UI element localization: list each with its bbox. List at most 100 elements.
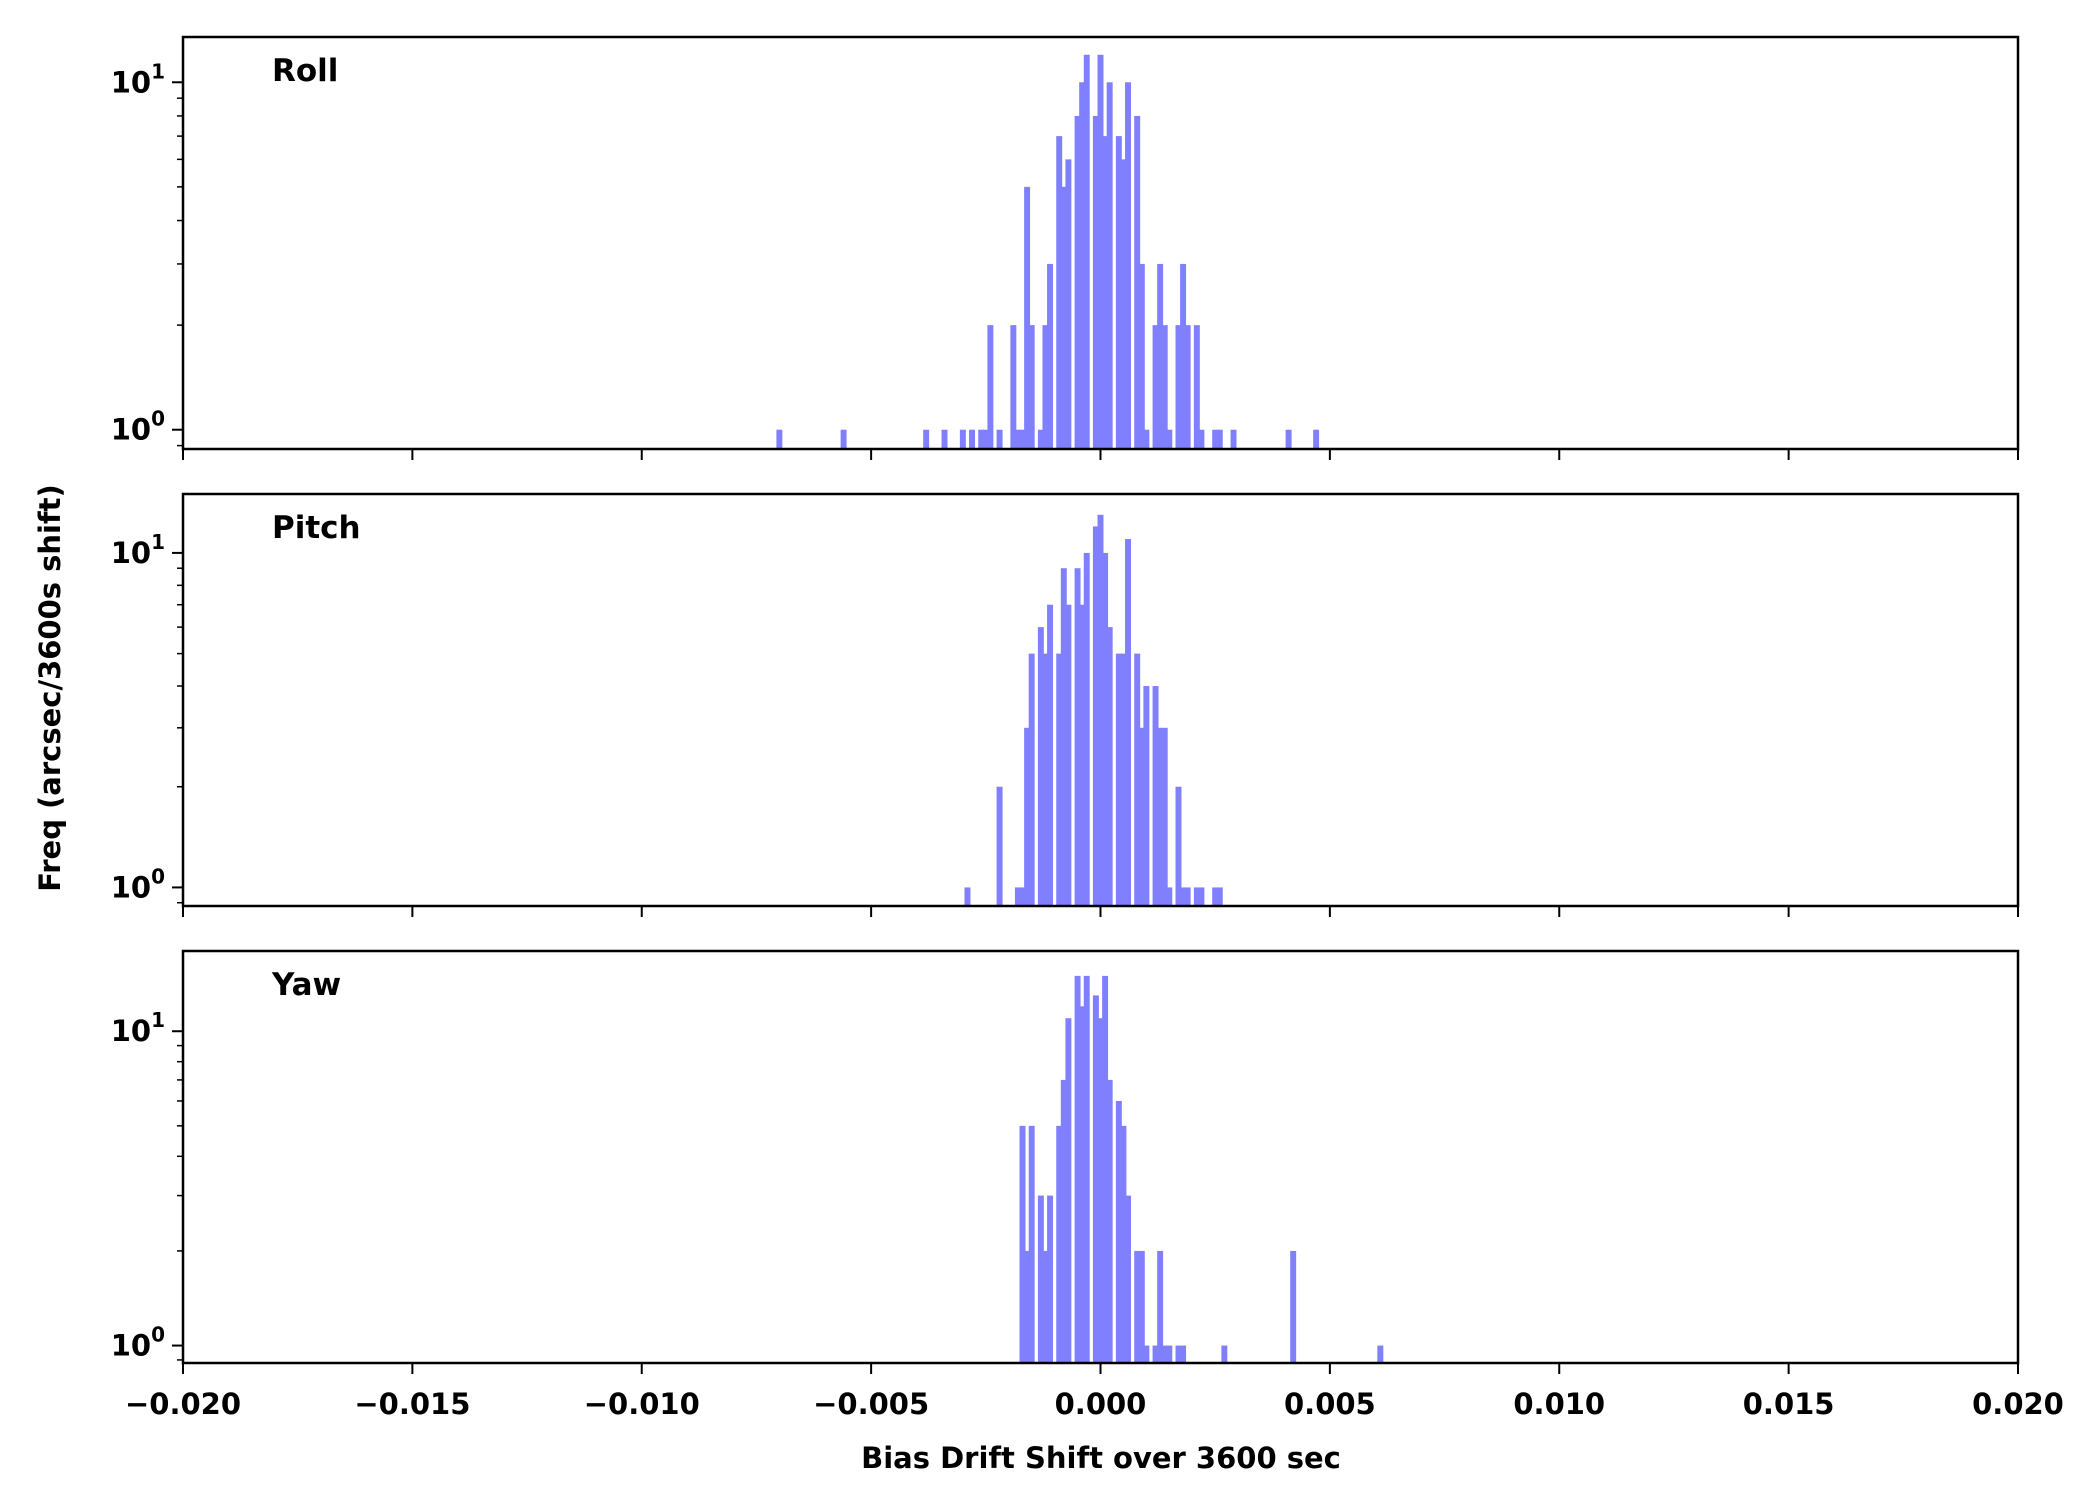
histogram-bar bbox=[996, 429, 1003, 449]
histogram-bar bbox=[1014, 887, 1021, 906]
histogram-bar bbox=[1014, 429, 1021, 449]
histogram-bar bbox=[1198, 429, 1205, 449]
histogram-bar bbox=[1019, 429, 1026, 449]
histogram-bar bbox=[996, 786, 1003, 906]
histogram-bar bbox=[1019, 1125, 1026, 1363]
histogram-bar bbox=[923, 429, 930, 449]
histogram-bar bbox=[1161, 325, 1168, 449]
y-tick-label: 101 bbox=[111, 1008, 165, 1048]
histogram-bar bbox=[1042, 1250, 1049, 1363]
histogram-bar bbox=[1212, 887, 1219, 906]
histogram-bar bbox=[1166, 429, 1173, 449]
histogram-bar bbox=[1083, 552, 1090, 906]
histogram-bar bbox=[1037, 627, 1044, 906]
histogram-bar bbox=[1074, 568, 1081, 906]
histogram-bar bbox=[1152, 686, 1159, 906]
x-tick-label: 0.020 bbox=[1972, 1387, 2064, 1421]
histogram-bar bbox=[959, 429, 966, 449]
histogram-bar bbox=[1120, 653, 1127, 906]
histogram-bar bbox=[1115, 653, 1122, 906]
histogram-bar bbox=[1060, 186, 1067, 449]
histogram-bar bbox=[1180, 1345, 1187, 1363]
histogram-bar bbox=[1134, 1250, 1141, 1363]
x-tick-label: −0.015 bbox=[354, 1387, 470, 1421]
histogram-bar bbox=[1184, 325, 1191, 449]
histogram-bar bbox=[1047, 263, 1054, 449]
histogram-bar bbox=[1138, 727, 1145, 906]
panel-roll: 100 101 Roll bbox=[111, 35, 2020, 460]
histogram-bar bbox=[1115, 1100, 1122, 1363]
histogram-bar bbox=[987, 325, 994, 449]
panel-label: Roll bbox=[272, 53, 338, 89]
histogram-bar bbox=[1097, 54, 1104, 450]
x-tick-label: 0.010 bbox=[1513, 1387, 1605, 1421]
histogram-bar bbox=[1024, 727, 1031, 906]
x-tick-label: 0.005 bbox=[1284, 1387, 1376, 1421]
histogram-bar bbox=[1019, 887, 1026, 906]
panel-label: Yaw bbox=[271, 967, 341, 1003]
y-axis-label: Freq (arcsec/3600s shift) bbox=[33, 484, 67, 891]
histogram-bar bbox=[1102, 552, 1109, 906]
histogram-bar bbox=[1115, 136, 1122, 449]
histogram-bar bbox=[1024, 186, 1031, 449]
histogram-bar bbox=[1125, 82, 1131, 449]
histogram-bar bbox=[1134, 115, 1141, 449]
histogram-bar bbox=[1028, 653, 1035, 906]
y-tick-label: 100 bbox=[111, 864, 165, 904]
histogram-bar bbox=[1175, 325, 1182, 449]
histogram-bar bbox=[1125, 539, 1131, 906]
histogram-bar bbox=[776, 429, 783, 449]
histogram-bar bbox=[1065, 1018, 1072, 1363]
histogram-bar bbox=[1212, 429, 1219, 449]
histogram-bar bbox=[840, 429, 847, 449]
histogram-bar bbox=[978, 429, 985, 449]
panel-pitch: 100 101 Pitch bbox=[111, 492, 2020, 917]
histogram-bar bbox=[1083, 975, 1090, 1363]
y-tick-label: 101 bbox=[111, 530, 165, 570]
histogram-bar bbox=[1143, 1345, 1150, 1363]
x-tick-label: 0.000 bbox=[1055, 1387, 1147, 1421]
histogram-bar bbox=[1106, 1079, 1113, 1363]
x-tick-label: −0.020 bbox=[125, 1387, 241, 1421]
histogram-bar bbox=[1143, 686, 1150, 906]
histogram-bar bbox=[1166, 1345, 1173, 1363]
x-tick-label: −0.010 bbox=[584, 1387, 700, 1421]
histogram-bar bbox=[1157, 727, 1164, 906]
histogram-bar bbox=[1152, 325, 1159, 449]
histogram-bar bbox=[1216, 429, 1223, 449]
histogram-bar bbox=[1175, 786, 1182, 906]
histogram-bar bbox=[1193, 325, 1200, 449]
histogram-bar bbox=[1161, 727, 1168, 906]
histogram-bar bbox=[1143, 429, 1150, 449]
histogram-bar bbox=[1313, 429, 1320, 449]
histogram-bar bbox=[1377, 1345, 1384, 1363]
histogram-bar bbox=[1047, 604, 1054, 906]
histogram-bar bbox=[1175, 1345, 1182, 1363]
histogram-bar bbox=[1193, 887, 1200, 906]
histogram-bar bbox=[1065, 604, 1072, 906]
panels-group: 100 101 Roll 100 101 Pitch 100 101 −0.020 −0.015 −… bbox=[111, 35, 2064, 1421]
histogram-bar bbox=[1056, 136, 1063, 449]
histogram-bar bbox=[1074, 115, 1081, 449]
histogram-bar bbox=[1290, 1250, 1297, 1363]
histogram-bar bbox=[1106, 82, 1113, 449]
histogram-bar bbox=[1134, 653, 1141, 906]
histogram-bar bbox=[1060, 1079, 1067, 1363]
histogram-bar bbox=[1230, 429, 1237, 449]
histogram-bar bbox=[1120, 159, 1127, 450]
histogram-bar bbox=[1083, 54, 1090, 450]
histogram-bar bbox=[1097, 1018, 1104, 1363]
histogram-bar bbox=[1028, 325, 1035, 449]
histogram-bar bbox=[1079, 1006, 1086, 1363]
y-tick-label: 100 bbox=[111, 407, 165, 447]
histogram-bar bbox=[964, 887, 971, 906]
histogram-bar bbox=[1010, 325, 1017, 449]
histogram-bar bbox=[1125, 1195, 1131, 1363]
histogram-bar bbox=[1138, 263, 1145, 449]
histogram-bar bbox=[1152, 1345, 1159, 1363]
histogram-bar bbox=[1184, 887, 1191, 906]
histogram-bar bbox=[1024, 1250, 1031, 1363]
histogram-bar bbox=[982, 429, 989, 449]
y-tick-label: 100 bbox=[111, 1323, 165, 1363]
bars-yaw bbox=[1019, 975, 1384, 1363]
